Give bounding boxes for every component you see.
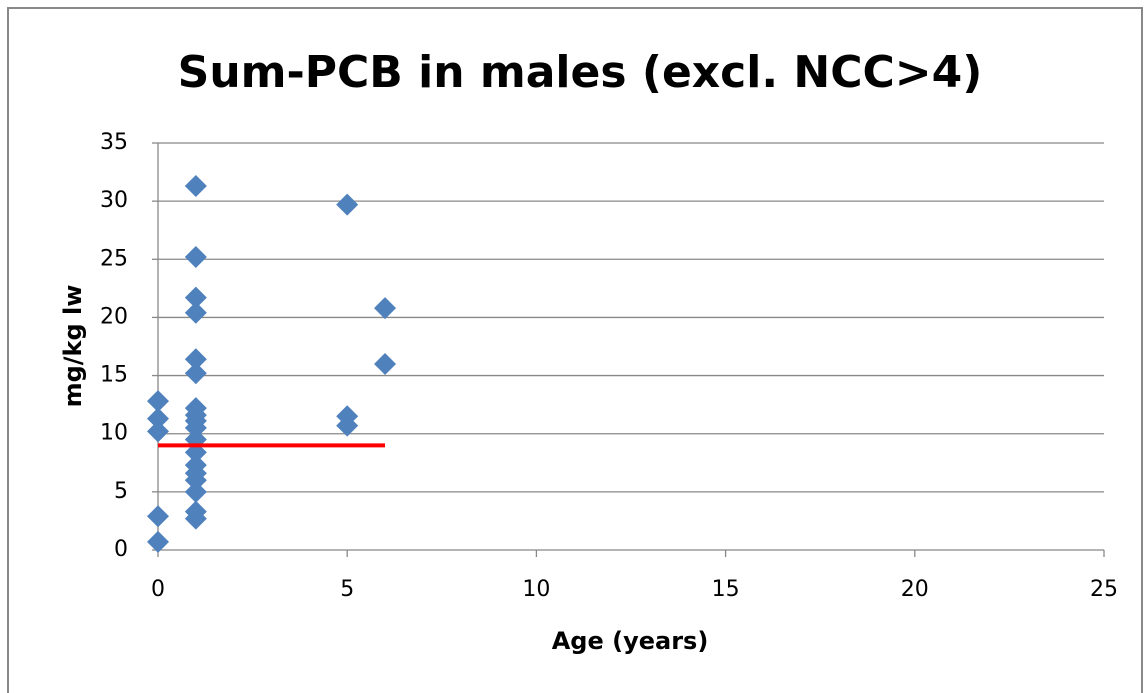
data-point <box>147 530 169 553</box>
data-point <box>184 286 207 309</box>
x-tick-label: 5 <box>340 577 354 602</box>
x-tick-label: 20 <box>901 577 929 602</box>
chart-frame <box>7 7 1143 693</box>
data-point <box>374 352 397 375</box>
y-tick-label: 0 <box>114 537 128 562</box>
data-point <box>184 348 207 371</box>
data-point <box>184 301 207 324</box>
x-tick-label: 15 <box>712 577 740 602</box>
x-axis-label: Age (years) <box>552 627 709 655</box>
data-point <box>336 414 359 437</box>
data-point <box>184 245 207 268</box>
data-point <box>147 420 169 443</box>
x-tick-label: 25 <box>1090 577 1118 602</box>
y-tick-label: 15 <box>100 363 128 388</box>
data-point <box>184 175 207 198</box>
y-tick-label: 5 <box>114 479 128 504</box>
y-tick-label: 20 <box>100 304 128 329</box>
y-tick-label: 35 <box>100 130 128 155</box>
x-tick-label: 10 <box>522 577 550 602</box>
x-tick-label: 0 <box>151 577 165 602</box>
y-tick-label: 10 <box>100 421 128 446</box>
data-point <box>184 469 207 492</box>
data-point <box>184 507 207 530</box>
data-point <box>184 416 207 439</box>
y-tick-label: 30 <box>100 188 128 213</box>
y-axis-label: mg/kg lw <box>59 285 87 408</box>
chart-title: Sum-PCB in males (excl. NCC>4) <box>178 47 983 98</box>
data-point <box>336 193 359 216</box>
y-tick-label: 25 <box>100 246 128 271</box>
data-point <box>147 407 169 430</box>
data-point <box>147 505 169 528</box>
data-point <box>184 480 207 503</box>
data-point <box>184 362 207 385</box>
data-point <box>147 390 169 413</box>
data-point <box>374 297 397 320</box>
